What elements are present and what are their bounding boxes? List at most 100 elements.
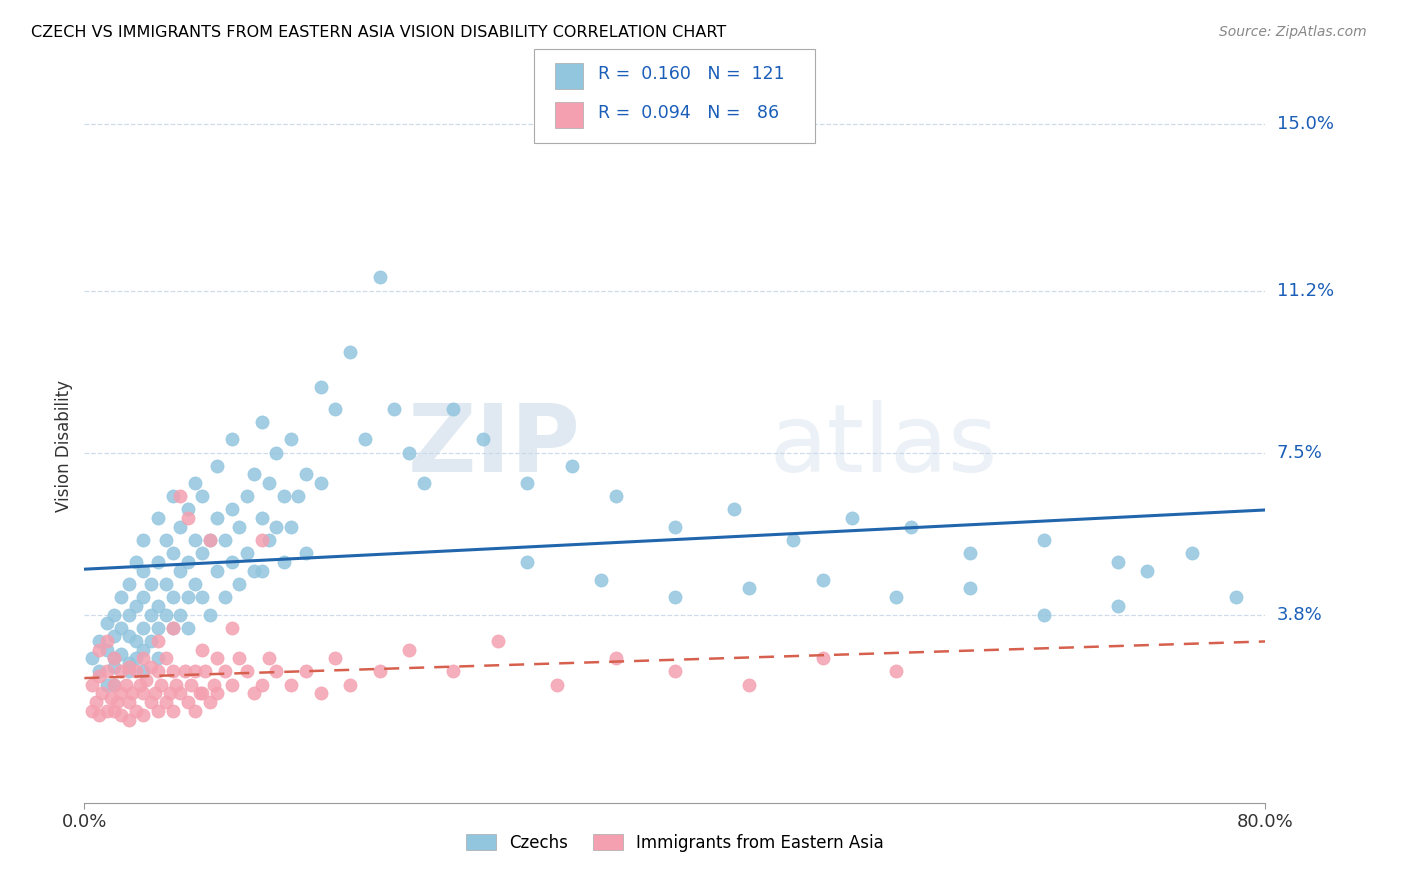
Text: R =  0.160   N =  121: R = 0.160 N = 121 [598, 65, 785, 83]
Point [287, 489, 309, 503]
Point [148, 621, 170, 635]
Text: 3.8%: 3.8% [1277, 606, 1322, 624]
Point [295, 467, 318, 482]
Point [132, 708, 155, 723]
Point [118, 665, 141, 679]
Point [605, 489, 627, 503]
Point [100, 690, 122, 705]
Point [516, 555, 538, 569]
Point [148, 651, 170, 665]
Point [155, 651, 177, 665]
Point [132, 665, 155, 679]
Point [96, 677, 118, 691]
Point [605, 651, 627, 665]
Point [243, 467, 266, 482]
Point [273, 489, 295, 503]
Point [87, 669, 111, 683]
Point [118, 695, 141, 709]
Point [132, 564, 155, 578]
Point [125, 633, 148, 648]
Point [103, 651, 125, 665]
Point [886, 590, 908, 604]
Point [103, 607, 125, 622]
Point [132, 533, 155, 548]
Point [959, 546, 981, 560]
Point [664, 520, 686, 534]
Point [103, 677, 125, 691]
Point [135, 673, 157, 688]
Point [129, 677, 152, 691]
Point [257, 533, 280, 548]
Point [169, 520, 191, 534]
Point [155, 695, 177, 709]
Point [443, 401, 465, 416]
Point [169, 489, 191, 503]
Point [121, 686, 143, 700]
Point [91, 686, 114, 700]
Point [177, 590, 200, 604]
Point [198, 533, 221, 548]
Point [198, 695, 221, 709]
Point [114, 677, 136, 691]
Point [105, 695, 128, 709]
Point [162, 665, 184, 679]
Point [162, 621, 184, 635]
Point [148, 665, 170, 679]
Point [325, 401, 347, 416]
Point [165, 677, 187, 691]
Point [169, 607, 191, 622]
Point [266, 445, 288, 459]
Point [159, 686, 181, 700]
Point [214, 533, 236, 548]
Point [148, 511, 170, 525]
Point [243, 686, 266, 700]
Point [1181, 546, 1204, 560]
Point [148, 599, 170, 613]
Point [118, 577, 141, 591]
Point [486, 633, 509, 648]
Point [132, 686, 155, 700]
Point [169, 564, 191, 578]
Point [84, 695, 107, 709]
Point [125, 704, 148, 718]
Point [266, 520, 288, 534]
Point [191, 546, 214, 560]
Point [266, 665, 288, 679]
Point [191, 686, 214, 700]
Point [811, 573, 834, 587]
Point [110, 665, 132, 679]
Point [413, 476, 436, 491]
Point [87, 665, 111, 679]
Point [132, 621, 155, 635]
Point [250, 677, 273, 691]
Point [959, 582, 981, 596]
Point [162, 621, 184, 635]
Point [339, 344, 361, 359]
Point [177, 695, 200, 709]
Point [207, 511, 229, 525]
Point [177, 555, 200, 569]
Point [184, 476, 207, 491]
Point [368, 270, 391, 285]
Point [811, 651, 834, 665]
Point [339, 677, 361, 691]
Point [162, 704, 184, 718]
Point [398, 445, 420, 459]
Point [664, 665, 686, 679]
Point [80, 677, 103, 691]
Point [221, 502, 243, 516]
Point [382, 401, 406, 416]
Point [139, 607, 162, 622]
Point [214, 665, 236, 679]
Point [103, 629, 125, 643]
Point [139, 577, 162, 591]
Point [236, 546, 259, 560]
Point [516, 476, 538, 491]
Point [280, 520, 302, 534]
Point [139, 660, 162, 674]
Point [207, 458, 229, 473]
Text: 11.2%: 11.2% [1277, 282, 1334, 300]
Point [221, 555, 243, 569]
Point [148, 633, 170, 648]
Point [96, 633, 118, 648]
